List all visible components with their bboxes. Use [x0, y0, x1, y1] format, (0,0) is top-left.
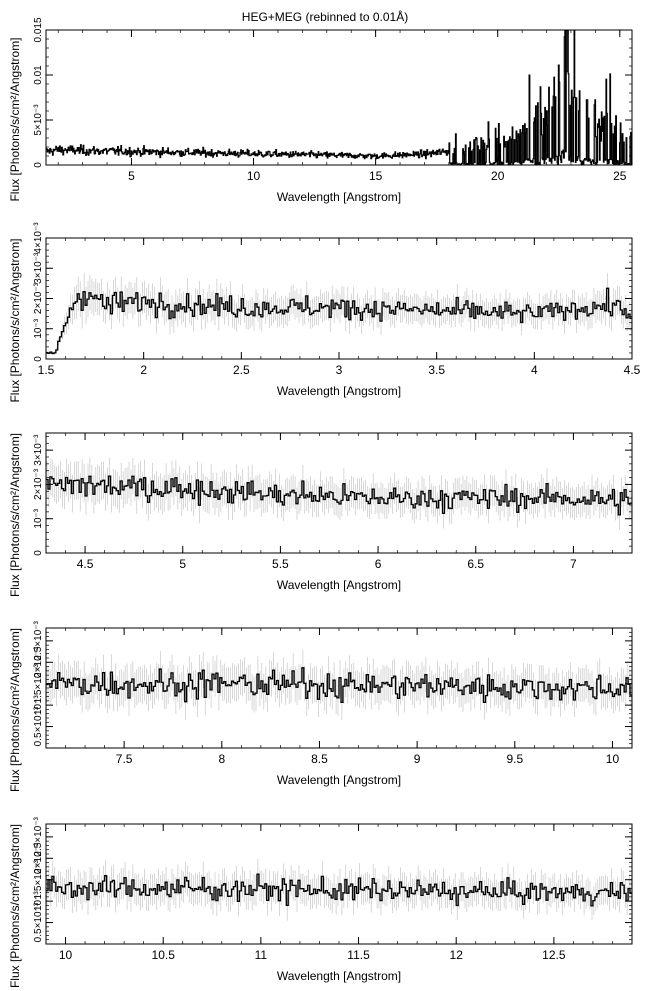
- x-tick-label-1-2: 15: [369, 169, 383, 183]
- chart-panel-3: 4.5 5 5.5 6 6.5 7 0 10⁻³ 2×10⁻³ 3×10⁻³ Wavelength …: [8, 432, 633, 597]
- spectrum-4: [46, 667, 632, 703]
- y-tick-label-3-0: 0: [33, 550, 44, 556]
- spectrum-5: [46, 873, 632, 907]
- y-tick-label-1-1: 5×10⁻³: [33, 104, 44, 136]
- x-axis-label-1: Wavelength [Angstrom]: [277, 190, 401, 204]
- y-axis-label-5: Flux [Photons/s/cm²/Angstrom]: [8, 824, 22, 988]
- x-tick-label-5-0: 10: [59, 948, 73, 962]
- x-tick-label-3-4: 6.5: [467, 557, 484, 571]
- y-tick-label-4-2: 1.5×10⁻³: [33, 663, 44, 703]
- x-tick-label-2-4: 3.5: [428, 363, 445, 377]
- spectrum-line-4: [46, 667, 632, 703]
- x-tick-label-4-0: 7.5: [116, 752, 133, 766]
- x-axis-label-3: Wavelength [Angstrom]: [277, 578, 401, 592]
- x-tick-label-1-4: 25: [613, 169, 627, 183]
- x-tick-label-5-5: 12.5: [542, 948, 566, 962]
- x-tick-label-2-2: 2.5: [233, 363, 250, 377]
- x-tick-label-2-6: 4.5: [624, 363, 641, 377]
- x-tick-label-1-0: 5: [128, 169, 135, 183]
- x-tick-label-4-3: 9: [414, 752, 421, 766]
- y-tick-label-1-2: 0.01: [33, 65, 44, 85]
- chart-panel-5: 10 10.5 11 11.5 12 12.5 0.5×10⁻³10⁻³1.5×10⁻³2×…: [8, 816, 633, 988]
- x-tick-label-4-5: 10: [606, 752, 620, 766]
- spectrum-line-2: [46, 287, 632, 355]
- y-tick-label-2-0: 0: [33, 356, 44, 362]
- chart-panel-1: 5 10 15 20 25 0 5×10⁻³ 0.01 0.015 Wavelength [Ang…: [8, 17, 633, 204]
- x-tick-label-3-0: 4.5: [77, 557, 94, 571]
- plot-frame-1: [45, 29, 633, 166]
- spectrum-3: [46, 475, 632, 516]
- chart-panel-4: 7.5 8 8.5 9 9.5 10 0.5×10⁻³10⁻³1.5×10⁻³2×10⁻³2…: [8, 620, 633, 792]
- x-tick-label-2-3: 3: [336, 363, 343, 377]
- x-tick-label-1-3: 20: [491, 169, 505, 183]
- spectrum-line-5: [46, 873, 632, 907]
- y-tick-label-4-4: 2.5×10⁻³: [33, 620, 44, 660]
- x-tick-label-4-1: 8: [218, 752, 225, 766]
- figure-title: HEG+MEG (rebinned to 0.01Å): [241, 10, 409, 24]
- spectrum-1: [46, 30, 632, 165]
- x-tick-label-3-3: 6: [375, 557, 382, 571]
- y-tick-label-5-2: 1.5×10⁻³: [33, 859, 44, 899]
- y-axis-label-2: Flux [Photons/s/cm²/Angstrom]: [8, 238, 22, 402]
- y-tick-label-1-0: 0: [33, 162, 44, 168]
- x-tick-label-2-5: 4: [531, 363, 538, 377]
- y-tick-label-3-2: 2×10⁻³: [33, 468, 44, 500]
- x-tick-label-5-1: 10.5: [152, 948, 176, 962]
- y-tick-label-4-3: 2×10⁻³: [33, 646, 44, 678]
- chart-panel-2: 1.5 2 2.5 3 3.5 4 4.5 0 10⁻³ 2×10⁻³3×10⁻³4×10⁻³ Wa…: [8, 222, 641, 403]
- x-tick-label-5-3: 11.5: [347, 948, 370, 962]
- y-tick-label-2-1: 10⁻³: [33, 318, 44, 338]
- x-tick-label-5-4: 12: [450, 948, 464, 962]
- x-axis-label-2: Wavelength [Angstrom]: [277, 384, 401, 398]
- y-tick-label-5-0: 0.5×10⁻³: [33, 902, 44, 942]
- y-tick-label-2-3: 3×10⁻³: [33, 252, 44, 284]
- spectrum-2: [46, 287, 632, 355]
- x-tick-label-3-2: 5.5: [272, 557, 289, 571]
- y-axis-label-1: Flux [Photons/s/cm²/Angstrom]: [8, 37, 22, 201]
- y-tick-label-3-3: 3×10⁻³: [33, 434, 44, 466]
- y-tick-label-5-3: 2×10⁻³: [33, 842, 44, 874]
- y-tick-label-4-1: 10⁻³: [33, 695, 44, 715]
- x-tick-label-4-4: 9.5: [506, 752, 523, 766]
- x-tick-label-1-1: 10: [247, 169, 261, 183]
- x-tick-label-5-2: 11: [255, 948, 268, 962]
- x-axis-label-4: Wavelength [Angstrom]: [277, 773, 401, 787]
- y-tick-label-5-4: 2.5×10⁻³: [33, 816, 44, 856]
- y-tick-label-1-3: 0.015: [33, 17, 44, 42]
- y-axis-label-3: Flux [Photons/s/cm²/Angstrom]: [8, 433, 22, 597]
- spectrum-line-1: [46, 30, 632, 165]
- error-bars-2: [46, 273, 632, 356]
- spectrum-line-3: [46, 475, 632, 516]
- y-axis-label-4: Flux [Photons/s/cm²/Angstrom]: [8, 628, 22, 792]
- y-tick-label-5-1: 10⁻³: [33, 891, 44, 911]
- x-tick-label-2-0: 1.5: [38, 363, 55, 377]
- y-tick-label-2-2: 2×10⁻³: [33, 282, 44, 314]
- x-tick-label-2-1: 2: [140, 363, 147, 377]
- y-tick-label-4-0: 0.5×10⁻³: [33, 706, 44, 746]
- y-tick-label-2-4: 4×10⁻³: [33, 222, 44, 254]
- x-tick-label-3-1: 5: [179, 557, 186, 571]
- x-tick-label-4-2: 8.5: [311, 752, 328, 766]
- x-axis-label-5: Wavelength [Angstrom]: [277, 969, 401, 983]
- x-tick-label-3-5: 7: [570, 557, 577, 571]
- y-tick-label-3-1: 10⁻³: [33, 508, 44, 528]
